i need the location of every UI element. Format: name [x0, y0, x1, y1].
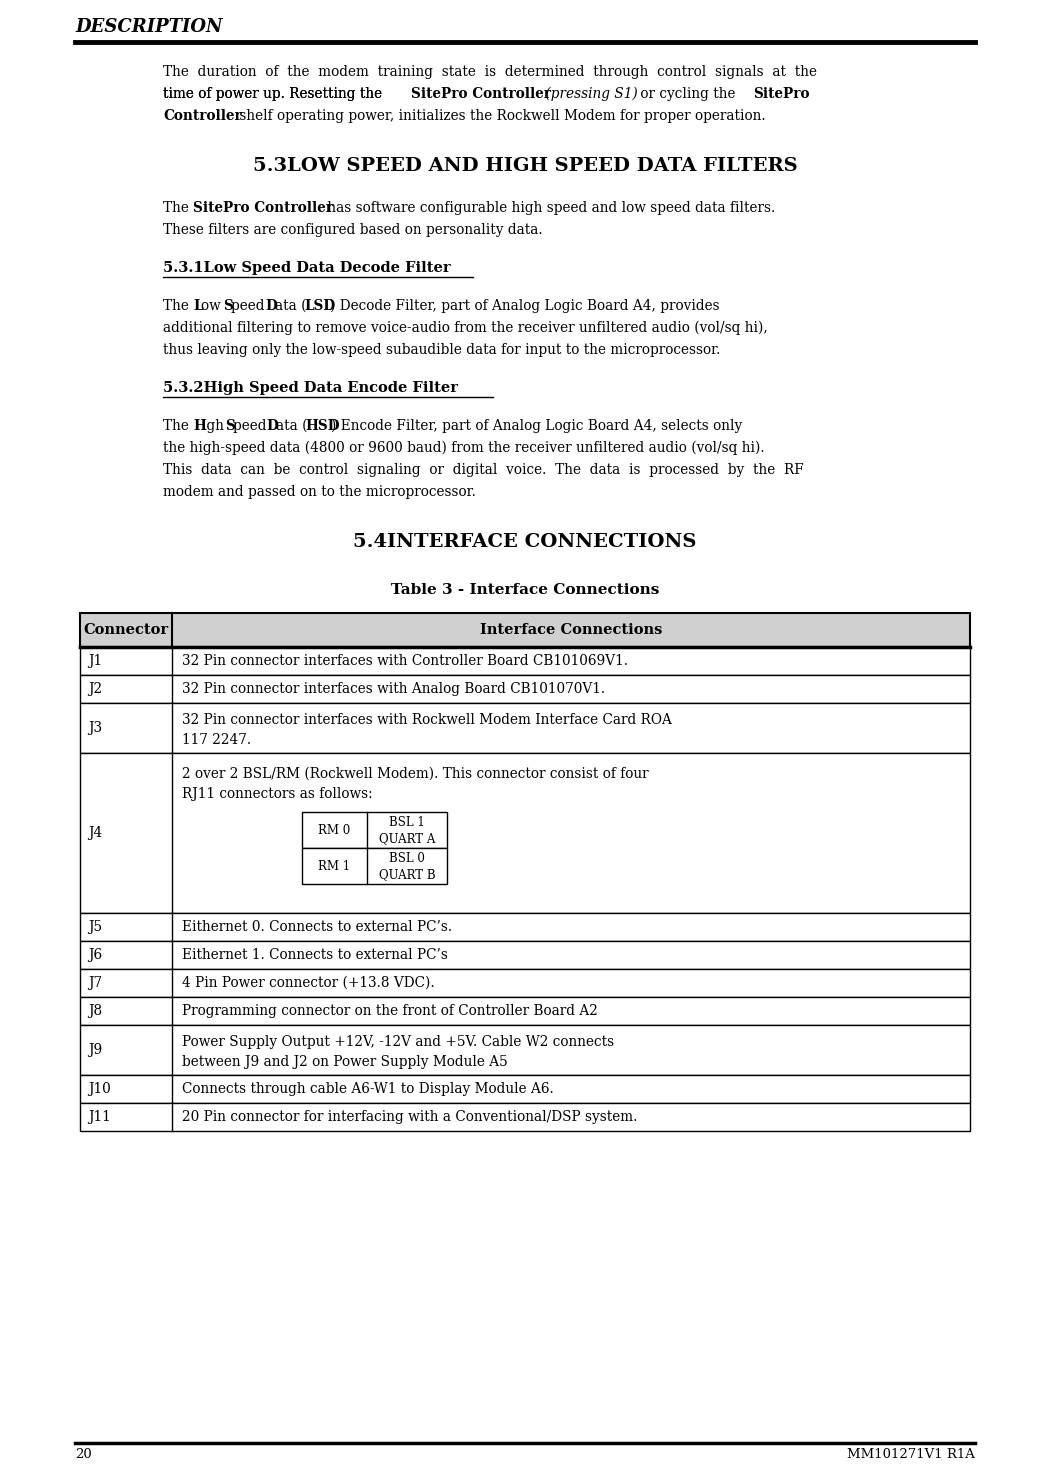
Text: Programming connector on the front of Controller Board A2: Programming connector on the front of Co… — [182, 1005, 597, 1018]
Text: ata (: ata ( — [275, 299, 307, 313]
Text: S: S — [223, 299, 233, 313]
Text: 5.3LOW SPEED AND HIGH SPEED DATA FILTERS: 5.3LOW SPEED AND HIGH SPEED DATA FILTERS — [253, 157, 797, 175]
Text: This  data  can  be  control  signaling  or  digital  voice.  The  data  is  pro: This data can be control signaling or di… — [163, 463, 803, 477]
Text: S: S — [225, 419, 235, 432]
Bar — [80, 753, 970, 913]
Bar — [80, 997, 970, 1025]
Text: time of power up. Resetting the: time of power up. Resetting the — [163, 87, 386, 101]
Text: J3: J3 — [88, 721, 102, 736]
Text: The: The — [163, 202, 193, 215]
Text: Controller: Controller — [163, 109, 242, 124]
Text: DESCRIPTION: DESCRIPTION — [75, 18, 223, 35]
Text: 5.3.2High Speed Data Encode Filter: 5.3.2High Speed Data Encode Filter — [163, 381, 458, 396]
Text: thus leaving only the low-speed subaudible data for input to the microprocessor.: thus leaving only the low-speed subaudib… — [163, 343, 720, 357]
Text: peed: peed — [231, 299, 269, 313]
Bar — [80, 1103, 970, 1131]
Text: BSL 0: BSL 0 — [390, 852, 425, 865]
Text: has software configurable high speed and low speed data filters.: has software configurable high speed and… — [323, 202, 775, 215]
Text: J9: J9 — [88, 1043, 102, 1058]
Text: Connector: Connector — [83, 624, 169, 637]
Text: ata (: ata ( — [276, 419, 308, 432]
Text: J4: J4 — [88, 827, 102, 840]
Text: L: L — [193, 299, 203, 313]
Text: additional filtering to remove voice-audio from the receiver unfiltered audio (v: additional filtering to remove voice-aud… — [163, 321, 768, 335]
Text: MM101271V1 R1A: MM101271V1 R1A — [847, 1447, 975, 1461]
Text: 32 Pin connector interfaces with Analog Board CB101070V1.: 32 Pin connector interfaces with Analog … — [182, 683, 605, 696]
Text: 117 2247.: 117 2247. — [182, 733, 251, 747]
Text: Power Supply Output +12V, -12V and +5V. Cable W2 connects: Power Supply Output +12V, -12V and +5V. … — [182, 1036, 614, 1049]
Text: SitePro Controller: SitePro Controller — [411, 87, 551, 101]
Text: time of power up. Resetting the: time of power up. Resetting the — [163, 87, 386, 101]
Text: D: D — [266, 419, 278, 432]
Text: QUART A: QUART A — [379, 833, 435, 846]
Text: J7: J7 — [88, 975, 102, 990]
Bar — [80, 647, 970, 675]
Text: RM 0: RM 0 — [318, 824, 351, 837]
Bar — [80, 941, 970, 969]
Bar — [80, 1075, 970, 1103]
Bar — [80, 703, 970, 753]
Text: The: The — [163, 419, 193, 432]
Text: ) Decode Filter, part of Analog Logic Board A4, provides: ) Decode Filter, part of Analog Logic Bo… — [330, 299, 719, 313]
Text: Eithernet 1. Connects to external PC’s: Eithernet 1. Connects to external PC’s — [182, 947, 448, 962]
Text: Connects through cable A6-W1 to Display Module A6.: Connects through cable A6-W1 to Display … — [182, 1083, 553, 1096]
Text: igh: igh — [202, 419, 229, 432]
Text: Table 3 - Interface Connections: Table 3 - Interface Connections — [391, 583, 659, 597]
Text: H: H — [193, 419, 206, 432]
Text: RJ11 connectors as follows:: RJ11 connectors as follows: — [182, 787, 373, 802]
Text: SitePro: SitePro — [753, 87, 810, 101]
Text: These filters are configured based on personality data.: These filters are configured based on pe… — [163, 224, 543, 237]
Text: shelf operating power, initializes the Rockwell Modem for proper operation.: shelf operating power, initializes the R… — [235, 109, 765, 124]
Text: BSL 1: BSL 1 — [390, 815, 425, 828]
Text: QUART B: QUART B — [379, 868, 436, 881]
Bar — [80, 969, 970, 997]
Text: 32 Pin connector interfaces with Rockwell Modem Interface Card ROA: 32 Pin connector interfaces with Rockwel… — [182, 713, 672, 727]
Text: LSD: LSD — [304, 299, 335, 313]
Text: HSD: HSD — [304, 419, 339, 432]
Text: D: D — [265, 299, 277, 313]
Text: 20 Pin connector for interfacing with a Conventional/DSP system.: 20 Pin connector for interfacing with a … — [182, 1111, 637, 1124]
Text: Eithernet 0. Connects to external PC’s.: Eithernet 0. Connects to external PC’s. — [182, 919, 453, 934]
Text: 5.4INTERFACE CONNECTIONS: 5.4INTERFACE CONNECTIONS — [353, 533, 697, 552]
Text: (pressing S1): (pressing S1) — [541, 87, 637, 101]
Bar — [302, 847, 447, 884]
Text: modem and passed on to the microprocessor.: modem and passed on to the microprocesso… — [163, 485, 476, 499]
Text: ) Encode Filter, part of Analog Logic Board A4, selects only: ) Encode Filter, part of Analog Logic Bo… — [331, 419, 742, 434]
Text: 32 Pin connector interfaces with Controller Board CB101069V1.: 32 Pin connector interfaces with Control… — [182, 655, 628, 668]
Text: SitePro Controller: SitePro Controller — [193, 202, 333, 215]
Text: J2: J2 — [88, 683, 102, 696]
Text: J5: J5 — [88, 919, 102, 934]
Text: RM 1: RM 1 — [318, 859, 351, 872]
Text: J1: J1 — [88, 655, 102, 668]
Bar — [302, 812, 447, 847]
Bar — [80, 613, 970, 647]
Text: The: The — [163, 299, 193, 313]
Text: J8: J8 — [88, 1005, 102, 1018]
Text: the high-speed data (4800 or 9600 baud) from the receiver unfiltered audio (vol/: the high-speed data (4800 or 9600 baud) … — [163, 441, 764, 456]
Text: J11: J11 — [88, 1111, 110, 1124]
Text: J6: J6 — [88, 947, 102, 962]
Bar — [80, 913, 970, 941]
Text: Interface Connections: Interface Connections — [480, 624, 663, 637]
Text: between J9 and J2 on Power Supply Module A5: between J9 and J2 on Power Supply Module… — [182, 1055, 508, 1069]
Text: 4 Pin Power connector (+13.8 VDC).: 4 Pin Power connector (+13.8 VDC). — [182, 975, 435, 990]
Text: The  duration  of  the  modem  training  state  is  determined  through  control: The duration of the modem training state… — [163, 65, 817, 79]
Text: J10: J10 — [88, 1083, 110, 1096]
Text: ow: ow — [201, 299, 225, 313]
Text: 2 over 2 BSL/RM (Rockwell Modem). This connector consist of four: 2 over 2 BSL/RM (Rockwell Modem). This c… — [182, 766, 649, 781]
Text: peed: peed — [233, 419, 271, 432]
Text: 20: 20 — [75, 1447, 91, 1461]
Text: or cycling the: or cycling the — [636, 87, 740, 101]
Bar — [80, 1025, 970, 1075]
Text: 5.3.1Low Speed Data Decode Filter: 5.3.1Low Speed Data Decode Filter — [163, 260, 450, 275]
Bar — [80, 675, 970, 703]
